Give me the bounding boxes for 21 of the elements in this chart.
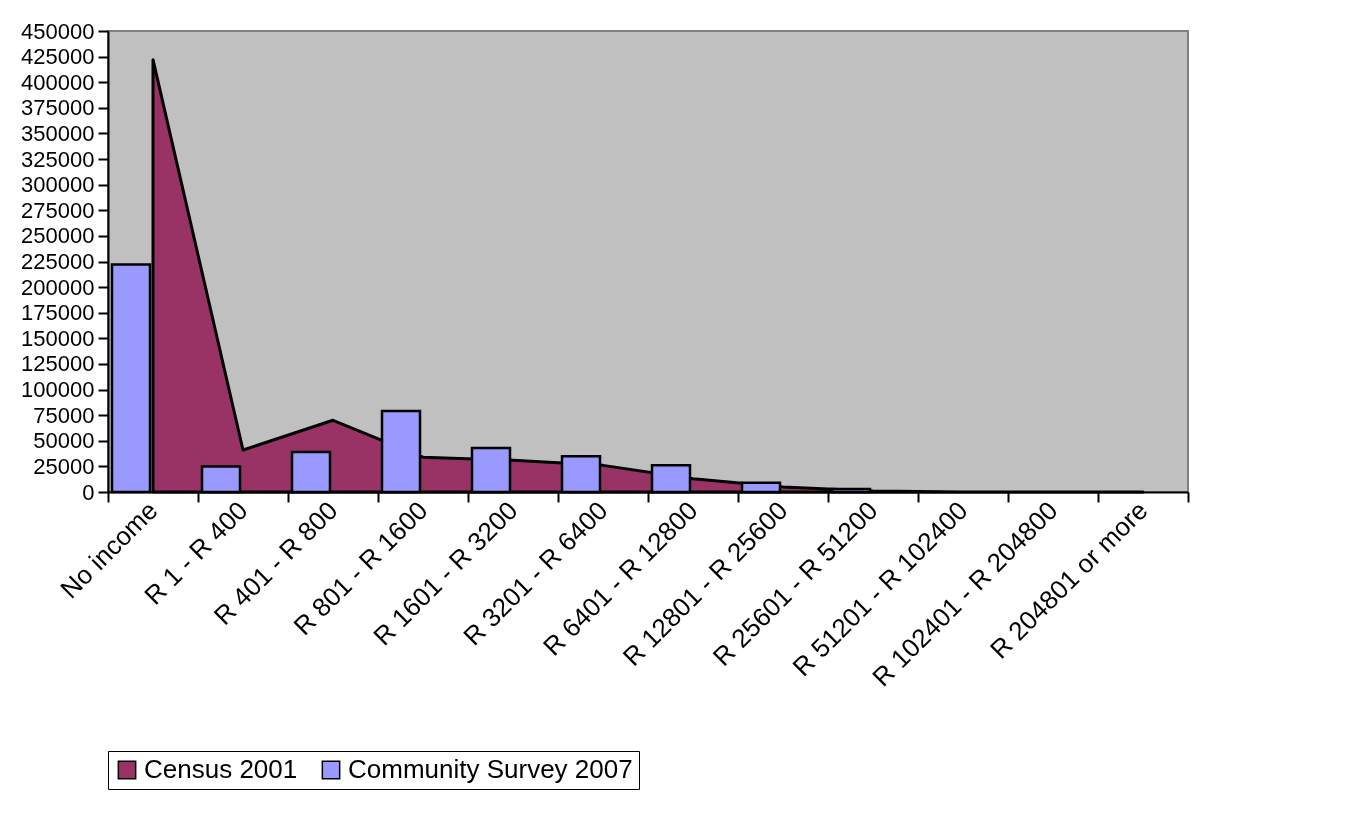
y-tick-label: 75000 xyxy=(33,402,95,428)
y-tick-label: 125000 xyxy=(21,351,95,377)
y-tick-label: 450000 xyxy=(21,18,95,44)
y-tick-label: 325000 xyxy=(21,146,95,172)
y-tick-label: 100000 xyxy=(21,377,95,403)
y-tick-label: 400000 xyxy=(21,69,95,95)
y-tick-label: 25000 xyxy=(33,453,95,479)
y-tick-label: 225000 xyxy=(21,249,95,274)
y-tick-label: 0 xyxy=(82,479,95,505)
y-tick-label: 375000 xyxy=(21,95,95,121)
legend-label: Community Survey 2007 xyxy=(348,754,633,784)
y-tick-label: 50000 xyxy=(33,428,95,454)
y-tick-label: 175000 xyxy=(21,300,95,326)
y-tick-label: 300000 xyxy=(21,172,95,198)
y-tick-label: 250000 xyxy=(21,223,95,249)
y-tick-label: 150000 xyxy=(21,325,95,351)
legend-label: Census 2001 xyxy=(144,754,298,784)
y-tick-label: 275000 xyxy=(21,197,95,223)
y-tick-label: 350000 xyxy=(21,120,95,146)
y-tick-label: 425000 xyxy=(21,44,95,70)
y-tick-label: 200000 xyxy=(21,274,95,300)
